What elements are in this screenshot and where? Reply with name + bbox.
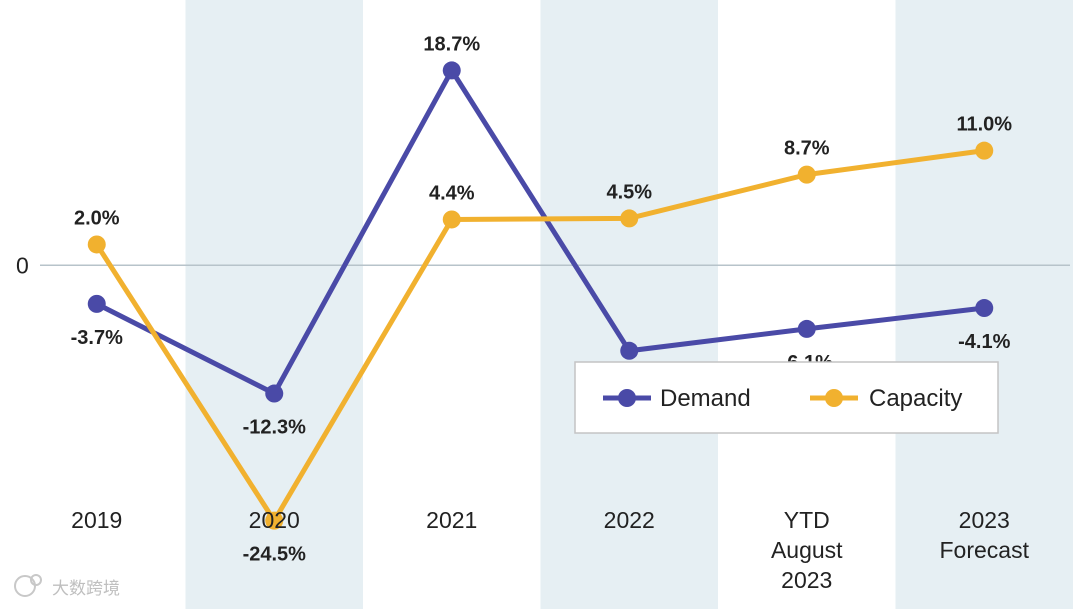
capacity-point — [442, 210, 461, 229]
demand-point — [975, 299, 994, 318]
demand-data-label: -4.1% — [958, 331, 1010, 353]
capacity-data-label: 4.5% — [606, 181, 652, 203]
demand-series-line — [95, 67, 985, 397]
capacity-series-line — [94, 148, 985, 524]
x-tick-label: YTD August 2023 — [771, 507, 843, 593]
demand-point — [87, 294, 106, 313]
legend: Demand Capacity — [574, 361, 999, 434]
series-lines — [94, 67, 985, 524]
x-tick-label: 2023 Forecast — [940, 507, 1030, 563]
column-band — [540, 0, 718, 609]
capacity-point — [975, 141, 994, 160]
legend-demand-label: Demand — [660, 385, 751, 412]
legend-capacity-label: Capacity — [869, 385, 962, 412]
legend-capacity-swatch-marker — [825, 389, 843, 407]
series-points — [87, 61, 994, 530]
demand-data-label: 18.7% — [423, 33, 480, 55]
demand-data-label: -12.3% — [243, 417, 307, 439]
watermark-logo-icon-inner — [30, 574, 42, 586]
capacity-point — [265, 511, 284, 530]
watermark: 大数跨境 — [14, 574, 120, 598]
watermark-text: 大数跨境 — [52, 579, 120, 598]
x-tick-label: 2020 — [249, 507, 300, 533]
column-bands — [185, 0, 1073, 609]
demand-point — [265, 384, 284, 403]
capacity-data-label: 11.0% — [956, 114, 1012, 136]
capacity-data-label: 2.0% — [74, 207, 120, 229]
demand-point — [442, 61, 461, 80]
x-tick-label: 2021 — [426, 507, 477, 533]
demand-point — [797, 319, 816, 338]
column-band — [185, 0, 363, 609]
capacity-data-label: -24.5% — [243, 544, 307, 566]
capacity-point — [620, 209, 639, 228]
demand-data-label: -3.7% — [71, 327, 123, 349]
capacity-point — [87, 235, 106, 254]
x-axis-tick-labels: 2019 2020 2021 2022 YTD August 2023 2023 Forecas… — [71, 507, 1029, 593]
x-tick-label: 2019 — [71, 507, 122, 533]
legend-demand-swatch-marker — [618, 389, 636, 407]
capacity-point — [797, 165, 816, 184]
x-tick-label: 2022 — [604, 507, 655, 533]
capacity-data-label: 4.4% — [429, 182, 475, 204]
y-zero-label: 0 — [16, 252, 29, 278]
demand-point — [620, 341, 639, 360]
watermark-logo-icon — [14, 575, 36, 597]
capacity-data-label: 8.7% — [784, 138, 830, 160]
